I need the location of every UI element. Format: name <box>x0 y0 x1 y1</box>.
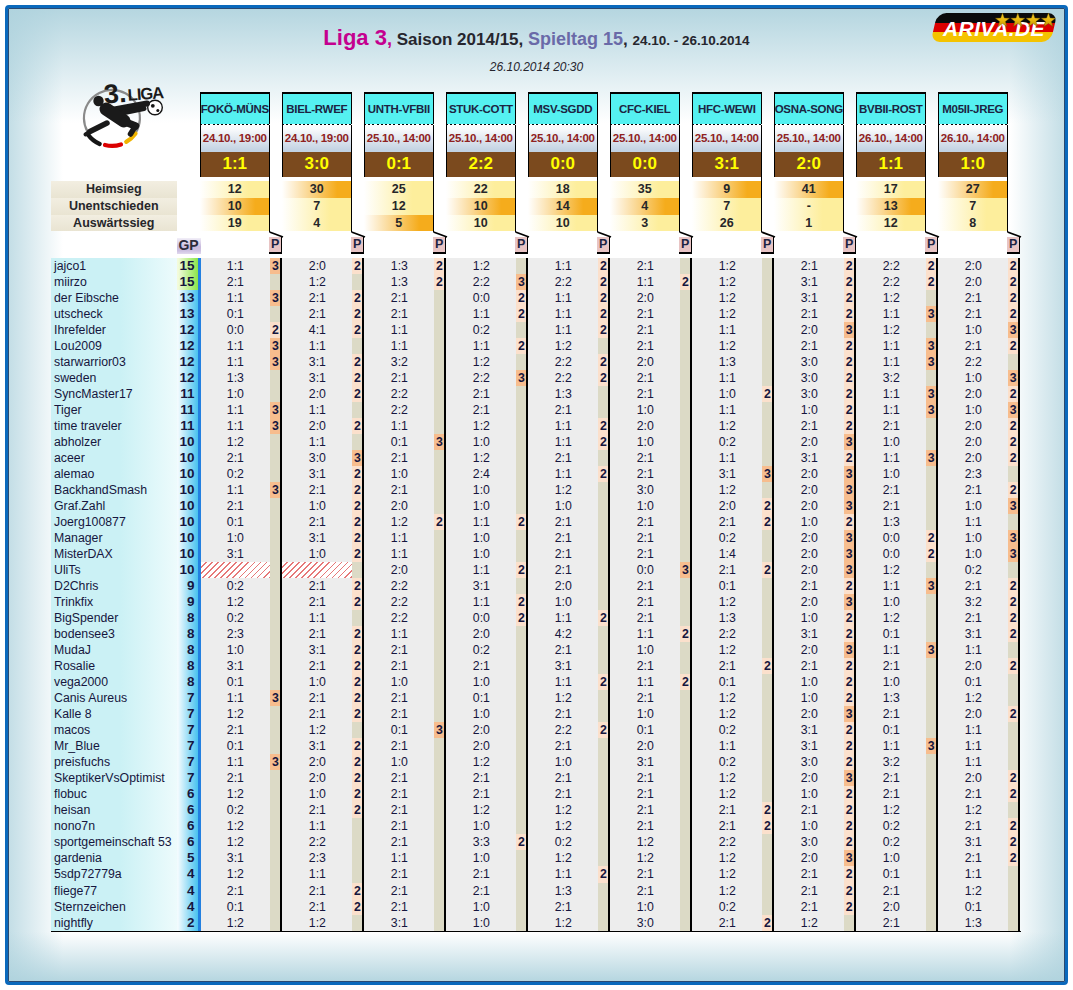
svg-text:LIGA: LIGA <box>127 83 165 104</box>
